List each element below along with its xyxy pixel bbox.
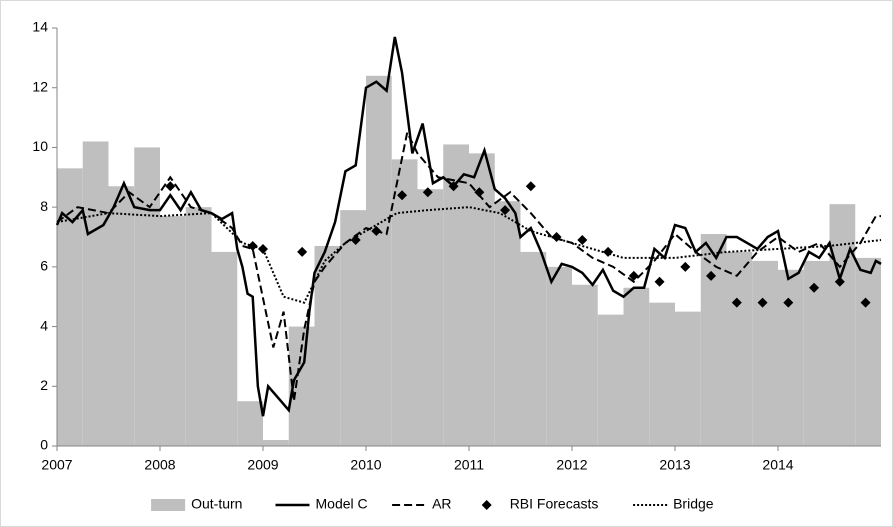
rbi-forecast-marker [258,243,268,254]
rbi-forecast-marker [525,181,536,192]
out-turn-bar [597,314,624,446]
out-turn-bar [829,204,856,446]
out-turn-bar [366,75,392,447]
legend-label: AR [432,496,451,512]
out-turn-bar [700,234,727,446]
x-tick-label: 2013 [659,457,690,473]
rbi-forecast-marker [474,187,485,198]
series-line [55,36,882,417]
legend-label: Model C [316,496,368,512]
rbi-forecast-marker [860,297,871,308]
rbi-forecast-marker [706,270,717,281]
rbi-forecast-marker [603,246,614,257]
out-turn-bar [803,260,830,446]
rbi-forecast-marker [350,234,361,245]
rbi-forecast-marker [448,181,459,192]
x-tick-label: 2008 [144,457,175,473]
rbi-forecast-marker [809,282,820,293]
rbi-forecast-marker [577,234,588,245]
out-turn-bar [108,186,135,446]
rbi-forecast-marker [247,240,258,251]
rbi-forecast-marker [757,297,768,308]
out-turn-bar [185,207,212,446]
out-turn-bar [726,251,753,446]
rbi-forecast-marker [680,261,691,272]
x-tick-label: 2010 [350,457,381,473]
out-turn-bar [752,260,778,446]
out-turn-bar [469,153,495,446]
out-turn-bar [675,311,701,446]
out-turn-bar [134,147,160,446]
legend-swatch [151,499,186,511]
legend-label: Bridge [673,496,714,512]
series-line [56,206,882,304]
out-turn-bar [391,159,418,446]
out-turn-bar [623,287,650,446]
out-turn-bar [314,245,341,446]
out-turn-bar [211,251,238,446]
x-tick-label: 2011 [454,457,484,473]
legend-label: RBI Forecasts [510,496,599,512]
rbi-forecast-marker [397,190,408,201]
rbi-forecast-marker [628,270,639,281]
out-turn-bar [160,216,186,446]
rbi-forecast-marker [654,276,665,287]
y-tick-label: 8 [40,198,48,214]
out-turn-bar [494,201,521,446]
y-tick-label: 14 [32,19,48,35]
out-turn-bar [520,251,547,446]
x-tick-label: 2014 [762,457,793,473]
out-turn-bar [546,266,572,446]
x-tick-label: 2012 [556,457,587,473]
y-tick-label: 6 [40,258,48,274]
rbi-forecast-marker [422,187,433,198]
y-tick-label: 0 [40,437,48,453]
out-turn-bar [263,440,289,446]
out-turn-bar [778,269,804,446]
series-line [56,129,881,402]
rbi-forecast-marker [165,181,176,192]
rbi-forecast-marker [500,205,511,216]
out-turn-bar [57,168,83,447]
y-tick-label: 12 [32,78,48,94]
rbi-forecast-marker [371,226,382,237]
rbi-forecast-marker [834,276,845,287]
legend: Out-turn Model C AR RBI Forecasts Bridge [151,496,714,512]
out-turn-bar [417,189,444,446]
rbi-forecast-marker [297,246,308,257]
y-tick-label: 10 [32,138,48,154]
out-turn-bar [340,210,366,446]
y-tick-label: 2 [40,377,48,393]
x-tick-label: 2007 [41,457,72,473]
out-turn-bar [443,144,469,446]
out-turn-bar [82,141,109,446]
rbi-forecast-marker [551,232,562,242]
out-turn-bar [572,284,598,446]
y-tick-label: 4 [40,317,48,333]
legend-label: Out-turn [191,496,242,512]
legend-swatch [481,500,492,510]
rbi-forecast-marker [783,297,794,308]
x-tick-label: 2009 [247,457,278,473]
out-turn-bar [237,401,263,446]
out-turn-bar [649,302,675,446]
rbi-forecast-marker [731,297,742,308]
out-turn-bar [855,257,881,446]
